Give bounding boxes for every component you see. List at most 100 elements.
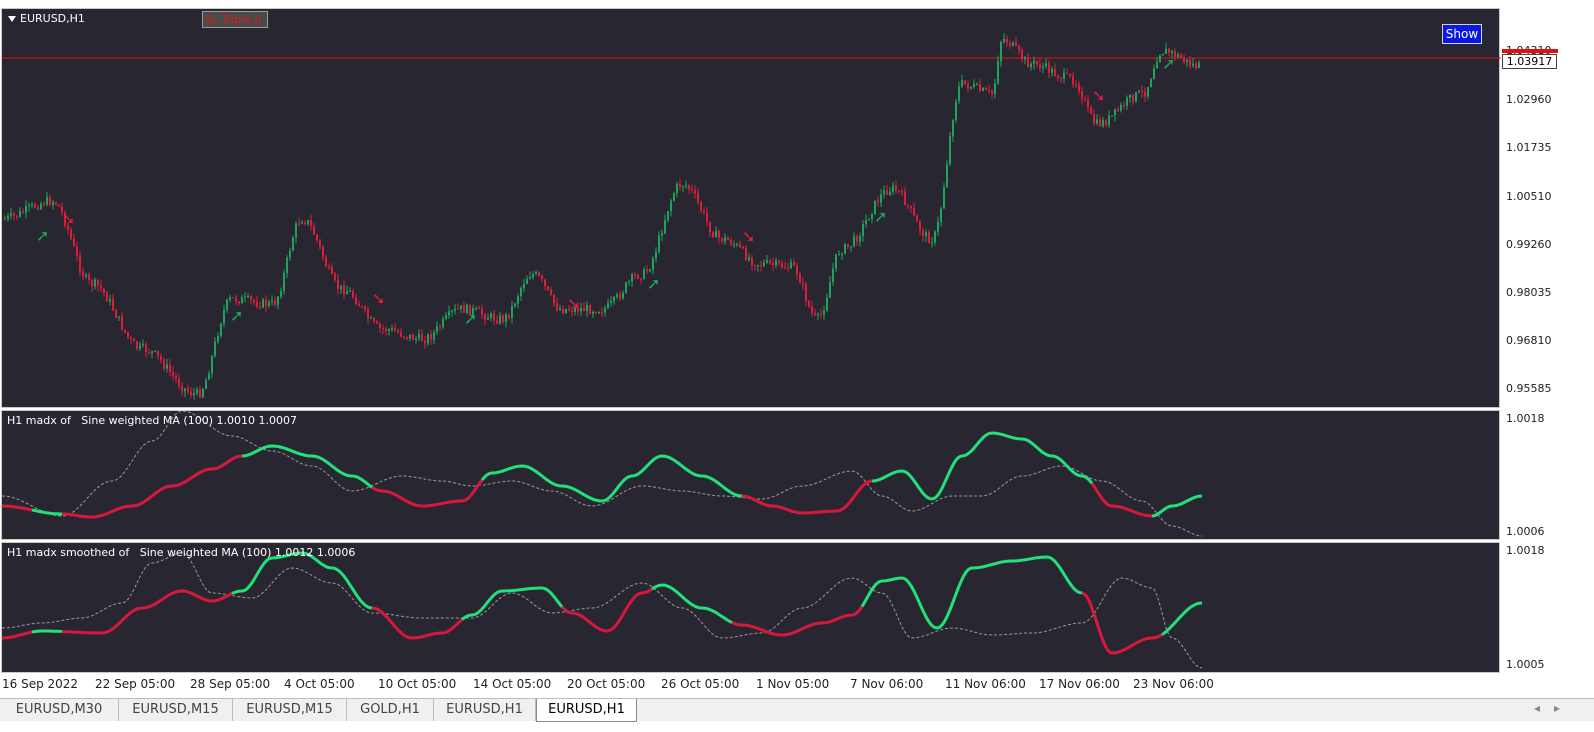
candle-body: [40, 203, 42, 210]
candle-body: [175, 375, 177, 379]
indicator-falling-segment: [741, 494, 843, 515]
candle-body: [1129, 94, 1131, 98]
candle-body: [1135, 92, 1137, 102]
tab-gold-h1[interactable]: GOLD,H1: [347, 699, 434, 721]
candle-body: [985, 88, 987, 90]
candle-body: [445, 315, 447, 319]
indicator-falling-segment: [61, 589, 233, 635]
candle-body: [166, 364, 168, 369]
candle-body: [1099, 119, 1101, 127]
candle-body: [811, 306, 813, 314]
candle-body: [1138, 90, 1140, 93]
candle-body: [589, 304, 591, 314]
candle-body: [1048, 63, 1050, 73]
candle-body: [730, 240, 732, 245]
scroll-right-icon[interactable]: ▸: [1553, 701, 1574, 715]
candle-body: [475, 307, 477, 309]
candle-body: [802, 282, 804, 285]
candle-body: [979, 84, 981, 91]
candle-body: [496, 320, 498, 324]
candle-body: [880, 194, 882, 203]
candle-body: [418, 334, 420, 339]
candle-body: [922, 230, 924, 237]
candle-body: [244, 296, 246, 298]
candle-body: [748, 257, 750, 260]
candle-body: [853, 236, 855, 247]
candle-body: [1018, 45, 1020, 51]
candle-body: [808, 301, 810, 307]
candle-body: [487, 317, 489, 320]
candle-body: [73, 238, 75, 247]
candle-body: [613, 296, 615, 302]
candle-body: [667, 211, 669, 221]
candle-body: [754, 265, 756, 267]
candle-body: [751, 257, 753, 266]
candle-body: [712, 231, 714, 238]
candle-body: [820, 313, 822, 315]
candle-body: [283, 272, 285, 292]
dropdown-triangle-icon[interactable]: [8, 15, 16, 22]
candle-body: [805, 284, 807, 302]
scroll-left-icon[interactable]: ◂: [1533, 701, 1554, 715]
candle-body: [670, 200, 672, 212]
buy-arrow-icon: ➚: [874, 207, 887, 226]
candle-body: [205, 379, 207, 390]
sell-arrow-icon: ➘: [62, 209, 75, 228]
candle-body: [568, 308, 570, 311]
show-button[interactable]: Show: [1442, 24, 1482, 44]
madx-indicator-pane[interactable]: H1 madx of Sine weighted MA (100) 1.0010…: [1, 410, 1500, 540]
candle-body: [124, 329, 126, 333]
tab-eurusd-m15-2[interactable]: EURUSD,M15: [233, 699, 347, 721]
madx-axis-bottom: 1.0006: [1506, 525, 1545, 538]
indicator-rising-segment: [31, 508, 62, 516]
candle-body: [295, 223, 297, 238]
tab-eurusd-h1-active[interactable]: EURUSD,H1: [536, 699, 637, 722]
candle-body: [46, 197, 48, 205]
candle-body: [964, 80, 966, 85]
tab-eurusd-h1[interactable]: EURUSD,H1: [434, 699, 536, 721]
indicator-rising-segment: [461, 586, 564, 621]
candle-body: [112, 299, 114, 311]
time-label: 4 Oct 05:00: [284, 677, 355, 691]
candle-body: [703, 210, 705, 213]
candle-body: [439, 326, 441, 328]
madx-smoothed-indicator-pane[interactable]: H1 madx smoothed of Sine weighted MA (10…: [1, 542, 1500, 673]
candle-body: [322, 246, 324, 258]
price-chart-pane[interactable]: ➚ ➘ ➚ ➘ ➚ ➘ ➚ ➘ ➚ ➘ ➚ EURUSD,H1 SL Triple Jl Show: [1, 8, 1501, 408]
candle-body: [862, 223, 864, 236]
candle-body: [982, 88, 984, 91]
candle-body: [55, 202, 57, 205]
candle-body: [226, 299, 228, 310]
candle-body: [292, 237, 294, 251]
candle-body: [454, 308, 456, 311]
candle-body: [688, 185, 690, 189]
tab-scroll-controls: ◂▸: [1534, 701, 1574, 715]
candle-body: [1150, 79, 1152, 88]
candle-body: [931, 242, 933, 244]
signal-line: [2, 552, 1203, 669]
tab-eurusd-m15[interactable]: EURUSD,M15: [119, 699, 233, 721]
candle-body: [271, 300, 273, 302]
candle-body: [1102, 120, 1104, 127]
madx-axis: 1.0018 1.0006: [1501, 410, 1594, 540]
candle-body: [385, 328, 387, 331]
candle-body: [769, 260, 771, 263]
candle-body: [1132, 94, 1134, 102]
candle-body: [547, 286, 549, 291]
candle-body: [157, 350, 159, 356]
candle-body: [340, 285, 342, 289]
candle-body: [184, 388, 186, 392]
candle-body: [235, 297, 237, 302]
candle-body: [118, 316, 120, 318]
madx-indicator-title: H1 madx of Sine weighted MA (100) 1.0010…: [7, 414, 297, 427]
candle-body: [121, 316, 123, 330]
time-label: 7 Nov 06:00: [850, 677, 924, 691]
time-label: 22 Sep 05:00: [95, 677, 176, 691]
candle-body: [1090, 107, 1092, 115]
candle-body: [367, 309, 369, 319]
tab-eurusd-m30[interactable]: EURUSD,M30: [0, 699, 119, 721]
candle-body: [1168, 48, 1170, 53]
sl-triple-button[interactable]: SL Triple Jl: [202, 11, 268, 28]
candle-body: [100, 285, 102, 289]
candle-body: [202, 389, 204, 398]
